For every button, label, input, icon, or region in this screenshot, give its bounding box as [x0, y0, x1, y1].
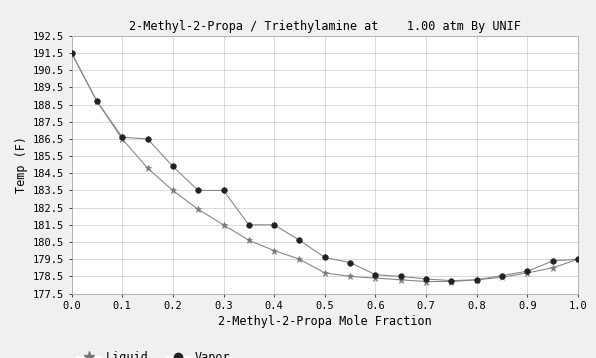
Legend: Liquid, Vapor: Liquid, Vapor: [77, 351, 230, 358]
Y-axis label: Temp (F): Temp (F): [15, 136, 29, 193]
X-axis label: 2-Methyl-2-Propa Mole Fraction: 2-Methyl-2-Propa Mole Fraction: [218, 315, 432, 328]
Title: 2-Methyl-2-Propa / Triethylamine at    1.00 atm By UNIF: 2-Methyl-2-Propa / Triethylamine at 1.00…: [129, 20, 521, 33]
